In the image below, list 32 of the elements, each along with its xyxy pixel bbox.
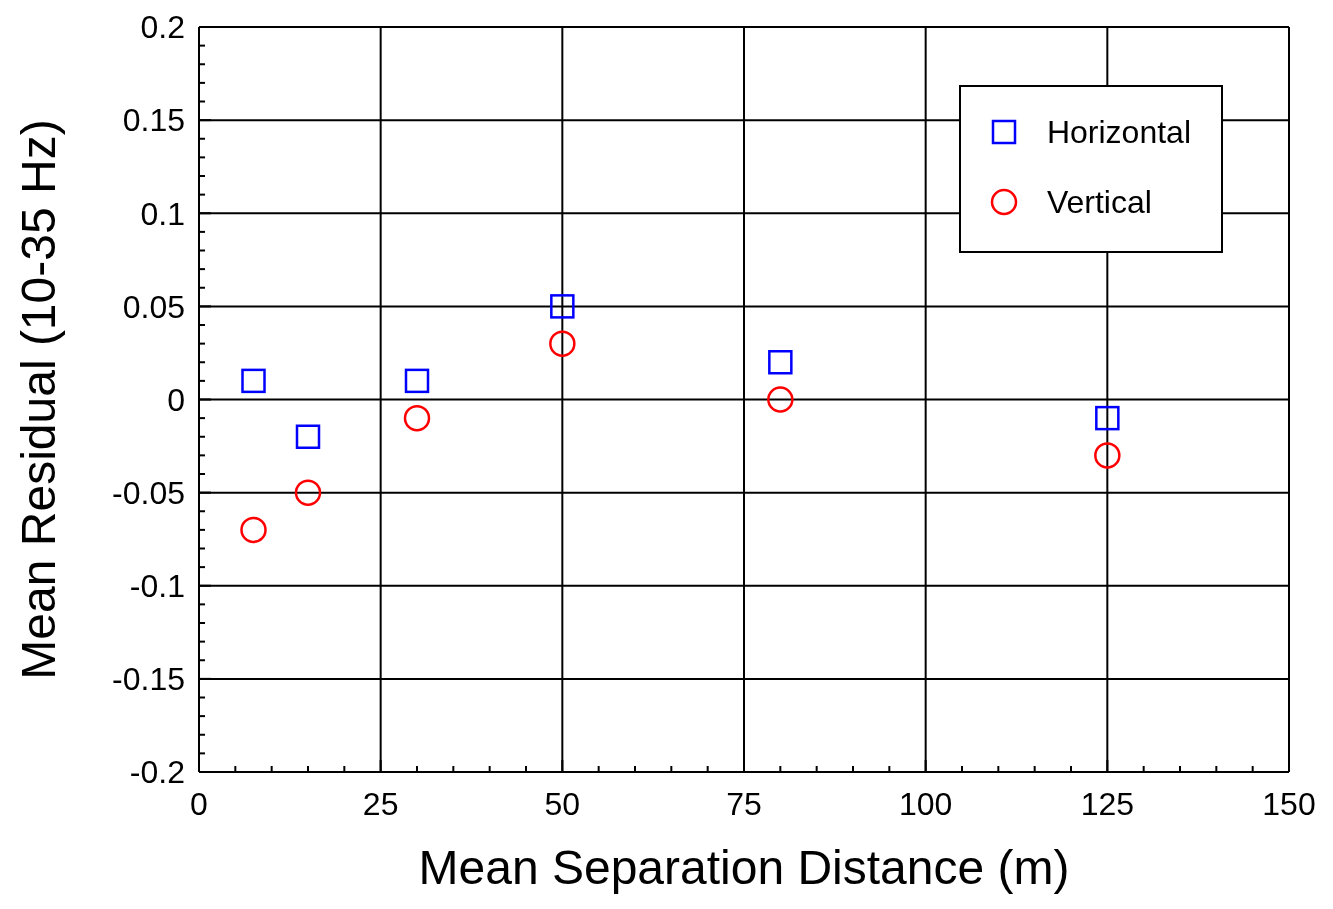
point (240, 516, 267, 544)
x-tick-label: 25 (362, 785, 399, 822)
y-tick-label: 0.2 (140, 9, 185, 46)
y-tick-label: 0.15 (122, 102, 185, 139)
point (294, 479, 322, 506)
x-tick-label: 75 (726, 785, 762, 822)
point (404, 368, 430, 394)
y-tick-label: 0.1 (140, 195, 185, 232)
x-tick-label: 100 (898, 785, 953, 822)
point (1095, 405, 1120, 431)
y-tick-label: 0 (167, 381, 185, 418)
y-tick-label: -0.05 (112, 474, 185, 511)
x-tick-label: 125 (1080, 785, 1135, 822)
x-axis-title: Mean Separation Distance (m) (418, 841, 1070, 894)
point (241, 368, 266, 394)
x-tick-label: 0 (190, 785, 208, 822)
point (550, 294, 575, 319)
legend-label: Vertical (1046, 183, 1152, 221)
point (295, 424, 321, 449)
x-tick-label: 150 (1262, 785, 1316, 822)
point (767, 386, 794, 413)
y-axis-title: Mean Residual (10-35 Hz) (12, 119, 66, 680)
y-tick-label: -0.2 (129, 754, 185, 791)
y-tick-label: -0.15 (112, 661, 185, 698)
x-tick-label: 50 (544, 785, 581, 822)
y-tick-label: 0.05 (122, 288, 185, 325)
point (403, 404, 431, 432)
legend-label: Horizontal (1046, 113, 1191, 151)
point (549, 330, 576, 357)
point (1094, 442, 1121, 469)
point (768, 350, 793, 375)
y-tick-label: -0.1 (129, 568, 185, 605)
